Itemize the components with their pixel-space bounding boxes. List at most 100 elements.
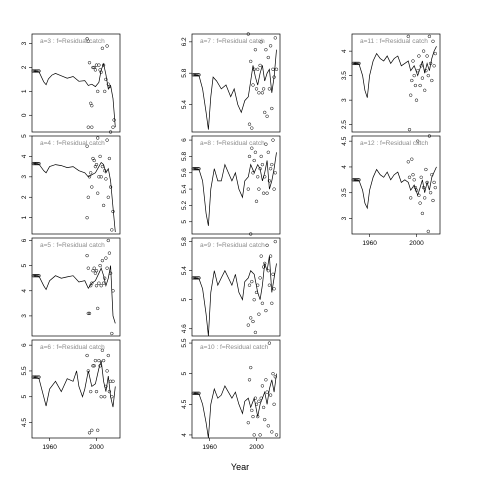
y-tick-label: 4.5: [21, 418, 28, 427]
observed-point: [37, 69, 41, 73]
observed-point: [256, 175, 260, 179]
observed-point: [108, 185, 113, 189]
panel-frame: [31, 339, 121, 439]
observed-point: [111, 289, 115, 293]
observed-point: [86, 311, 90, 316]
observed-point: [90, 104, 94, 108]
observed-point: [192, 276, 196, 280]
observed-point: [258, 276, 262, 280]
observed-point: [270, 162, 274, 167]
observed-point: [86, 39, 90, 43]
observed-point: [257, 399, 261, 403]
observed-point: [193, 276, 198, 280]
observed-point: [417, 193, 421, 197]
strip-label: a=9 : f=Residual catch: [200, 242, 265, 249]
observed-point: [259, 396, 263, 400]
observed-point: [195, 167, 199, 171]
observed-point: [428, 61, 433, 66]
observed-point: [355, 178, 359, 182]
y-tick-label: 5.6: [181, 168, 188, 177]
y-tick-label: 3: [21, 175, 28, 179]
strip-label: a=11 : f=Residual catch: [360, 38, 428, 45]
observed-point: [268, 254, 273, 258]
panel-frame: [191, 339, 281, 439]
observed-point: [253, 330, 258, 335]
observed-point: [418, 201, 422, 205]
observed-point: [267, 87, 272, 91]
observed-point: [409, 196, 413, 200]
panel-4: 1 2 3 4 5 a=4 : f=Residual catch: [21, 134, 121, 235]
observed-point: [101, 281, 106, 285]
fitted-line: [353, 166, 437, 210]
observed-point: [193, 167, 198, 171]
y-tick-label: 2: [21, 195, 28, 199]
observed-point: [266, 55, 270, 60]
observed-point: [94, 269, 99, 273]
observed-point: [267, 283, 272, 287]
y-tick-label: 5: [181, 372, 188, 376]
panel-6: 4.5 5 5.5 6 1960 2000 a=6 : f=Residual catch: [21, 339, 121, 451]
observed-point: [111, 379, 115, 383]
observed-point: [272, 402, 276, 406]
fitted-line: [193, 49, 277, 130]
observed-point: [110, 395, 114, 399]
observed-point: [271, 372, 275, 376]
observed-point: [410, 157, 414, 161]
observed-point: [427, 34, 432, 39]
observed-point: [197, 276, 201, 280]
observed-point: [98, 263, 102, 268]
panel-frame: [31, 33, 121, 133]
observed-point: [32, 274, 36, 278]
observed-point: [414, 188, 419, 192]
observed-point: [106, 195, 110, 199]
observed-point: [257, 312, 261, 316]
observed-point: [264, 378, 268, 382]
observed-point: [253, 396, 258, 400]
y-tick-label: 6: [21, 343, 28, 347]
fitted-line: [193, 152, 277, 226]
observed-point: [357, 61, 361, 66]
y-tick-label: 2.5: [341, 120, 348, 129]
observed-point: [425, 180, 429, 185]
observed-point: [97, 358, 101, 363]
y-tick-label: 4: [341, 49, 348, 53]
observed-point: [265, 390, 269, 394]
panel-5: 3 4 5 6 a=5 : f=Residual catch: [21, 237, 121, 337]
observed-point: [99, 70, 103, 74]
observed-point: [268, 393, 273, 397]
observed-point: [87, 431, 92, 435]
panel-11: 2.5 3 3.5 4 a=11 : f=Residual catch: [341, 33, 441, 133]
observed-point: [110, 228, 114, 232]
observed-point: [268, 44, 273, 48]
observed-point: [409, 93, 413, 97]
panel-3: 0 1 2 3 a=3 : f=Residual catch: [21, 33, 121, 134]
observed-point: [250, 279, 254, 284]
fitted-line: [193, 373, 277, 439]
observed-point: [433, 185, 437, 190]
observed-point: [251, 83, 255, 87]
observed-point: [106, 353, 110, 358]
y-tick-label: 0: [21, 113, 28, 117]
observed-point: [246, 323, 250, 327]
observed-point: [432, 180, 436, 185]
observed-point: [265, 191, 269, 195]
y-tick-label: 5.5: [181, 338, 188, 347]
observed-point: [261, 87, 266, 91]
observed-point: [112, 118, 116, 122]
observed-point: [253, 150, 258, 154]
observed-point: [196, 167, 200, 171]
y-tick-label: 3: [341, 216, 348, 220]
observed-point: [35, 375, 39, 379]
y-tick-label: 5.2: [181, 201, 188, 210]
y-tick-label: 5.8: [181, 152, 188, 161]
observed-point: [352, 178, 356, 182]
observed-point: [416, 69, 420, 73]
observed-point: [432, 64, 436, 68]
observed-point: [272, 187, 276, 191]
observed-point: [419, 175, 423, 179]
observed-point: [421, 185, 426, 190]
observed-point: [247, 122, 252, 126]
y-tick-label: 2: [21, 65, 28, 69]
observed-point: [108, 271, 113, 275]
observed-point: [407, 127, 412, 132]
